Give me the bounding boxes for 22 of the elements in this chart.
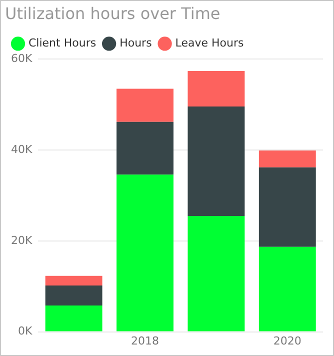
legend-label: Client Hours [28, 36, 96, 50]
x-tick-label: 2020 [273, 334, 302, 348]
chart-title: Utilization hours over Time [5, 4, 220, 23]
bar [188, 216, 245, 332]
bar [45, 305, 102, 332]
bar [258, 246, 316, 332]
bar [116, 88, 174, 122]
bar [45, 285, 102, 306]
legend-label: Hours [120, 36, 152, 50]
bar [258, 150, 316, 168]
y-tick-label: 60K [10, 52, 33, 66]
y-tick-label: 20K [10, 234, 33, 247]
bar [116, 174, 174, 332]
bar [116, 122, 174, 175]
bar [258, 167, 316, 247]
bar [188, 71, 245, 106]
legend-label: Leave Hours [175, 36, 244, 50]
bar [45, 276, 102, 286]
y-tick-label: 0K [18, 324, 33, 338]
y-tick-label: 40K [10, 142, 33, 156]
bar [188, 106, 245, 216]
x-tick-label: 2018 [131, 334, 160, 348]
